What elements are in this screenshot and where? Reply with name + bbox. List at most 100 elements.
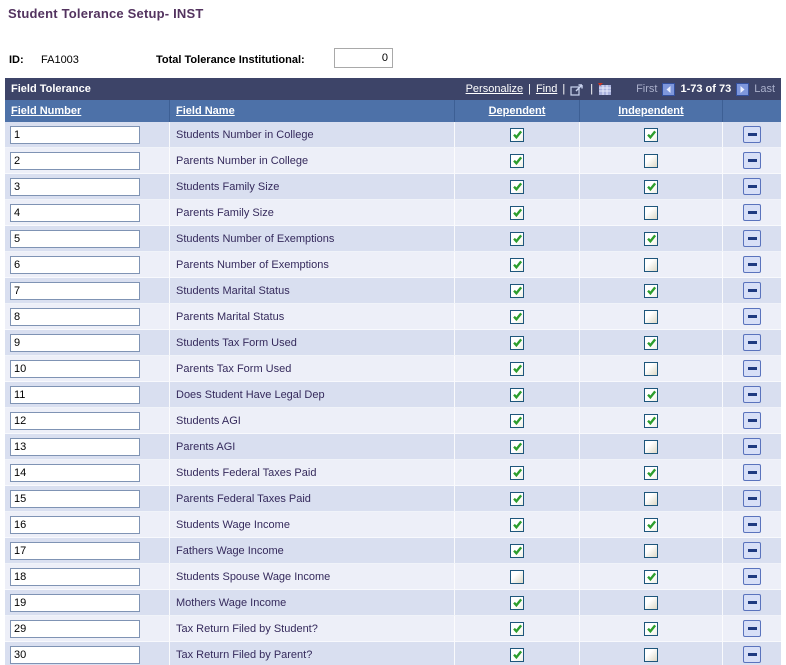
dependent-checkbox[interactable]: [510, 283, 524, 298]
download-grid-icon[interactable]: [598, 82, 612, 96]
delete-row-button[interactable]: [743, 516, 761, 533]
dependent-checkbox[interactable]: [510, 153, 524, 168]
dependent-checkbox[interactable]: [510, 309, 524, 324]
total-tolerance-input[interactable]: [334, 48, 393, 68]
field-name-cell: Students Number in College: [170, 122, 455, 148]
dependent-checkbox[interactable]: [510, 621, 524, 636]
field-name-cell: Students Marital Status: [170, 278, 455, 304]
field-number-input[interactable]: [10, 125, 140, 144]
field-number-input[interactable]: [10, 515, 140, 534]
next-row-set-icon[interactable]: [736, 82, 750, 96]
independent-sort-link[interactable]: Independent: [618, 105, 684, 117]
minus-icon: [747, 289, 757, 292]
field-number-input[interactable]: [10, 411, 140, 430]
dependent-checkbox[interactable]: [510, 439, 524, 454]
dependent-checkbox[interactable]: [510, 413, 524, 428]
field-name-cell: Parents Marital Status: [170, 304, 455, 330]
delete-row-button[interactable]: [743, 204, 761, 221]
independent-checkbox[interactable]: [644, 517, 658, 532]
delete-row-button[interactable]: [743, 230, 761, 247]
delete-row-button[interactable]: [743, 152, 761, 169]
field-number-input[interactable]: [10, 229, 140, 248]
independent-checkbox[interactable]: [644, 335, 658, 350]
delete-row-button[interactable]: [743, 646, 761, 663]
delete-row-button[interactable]: [743, 490, 761, 507]
delete-row-button[interactable]: [743, 334, 761, 351]
field-number-input[interactable]: [10, 333, 140, 352]
independent-checkbox[interactable]: [644, 413, 658, 428]
dependent-checkbox[interactable]: [510, 517, 524, 532]
prev-row-set-icon[interactable]: [662, 82, 676, 96]
delete-row-button[interactable]: [743, 282, 761, 299]
field-number-input[interactable]: [10, 307, 140, 326]
dependent-checkbox[interactable]: [510, 335, 524, 350]
independent-checkbox[interactable]: [644, 543, 658, 558]
find-link[interactable]: Find: [535, 83, 558, 95]
dependent-checkbox[interactable]: [510, 127, 524, 142]
dependent-sort-link[interactable]: Dependent: [488, 105, 546, 117]
independent-checkbox[interactable]: [644, 465, 658, 480]
delete-row-button[interactable]: [743, 412, 761, 429]
field-number-input[interactable]: [10, 151, 140, 170]
delete-row-button[interactable]: [743, 308, 761, 325]
independent-checkbox[interactable]: [644, 205, 658, 220]
dependent-checkbox[interactable]: [510, 595, 524, 610]
independent-checkbox[interactable]: [644, 621, 658, 636]
field-number-input[interactable]: [10, 255, 140, 274]
dependent-checkbox[interactable]: [510, 179, 524, 194]
independent-checkbox[interactable]: [644, 439, 658, 454]
actions-cell: [723, 564, 781, 590]
view-all-popup-icon[interactable]: [570, 83, 585, 96]
field-name-sort-link[interactable]: Field Name: [176, 105, 235, 117]
dependent-checkbox[interactable]: [510, 569, 524, 584]
independent-checkbox[interactable]: [644, 569, 658, 584]
field-number-input[interactable]: [10, 645, 140, 664]
delete-row-button[interactable]: [743, 126, 761, 143]
delete-row-button[interactable]: [743, 542, 761, 559]
independent-checkbox[interactable]: [644, 595, 658, 610]
delete-row-button[interactable]: [743, 620, 761, 637]
field-number-input[interactable]: [10, 619, 140, 638]
field-number-input[interactable]: [10, 281, 140, 300]
delete-row-button[interactable]: [743, 360, 761, 377]
field-number-input[interactable]: [10, 541, 140, 560]
dependent-checkbox[interactable]: [510, 491, 524, 506]
delete-row-button[interactable]: [743, 438, 761, 455]
dependent-checkbox[interactable]: [510, 257, 524, 272]
independent-checkbox[interactable]: [644, 257, 658, 272]
dependent-checkbox[interactable]: [510, 231, 524, 246]
field-number-input[interactable]: [10, 437, 140, 456]
field-number-input[interactable]: [10, 359, 140, 378]
field-number-input[interactable]: [10, 489, 140, 508]
delete-row-button[interactable]: [743, 256, 761, 273]
dependent-checkbox[interactable]: [510, 647, 524, 662]
independent-checkbox[interactable]: [644, 491, 658, 506]
independent-checkbox[interactable]: [644, 153, 658, 168]
delete-row-button[interactable]: [743, 464, 761, 481]
field-number-input[interactable]: [10, 593, 140, 612]
independent-checkbox[interactable]: [644, 127, 658, 142]
dependent-checkbox[interactable]: [510, 465, 524, 480]
dependent-checkbox[interactable]: [510, 361, 524, 376]
delete-row-button[interactable]: [743, 178, 761, 195]
delete-row-button[interactable]: [743, 568, 761, 585]
independent-checkbox[interactable]: [644, 361, 658, 376]
independent-checkbox[interactable]: [644, 283, 658, 298]
delete-row-button[interactable]: [743, 386, 761, 403]
dependent-checkbox[interactable]: [510, 543, 524, 558]
independent-checkbox[interactable]: [644, 387, 658, 402]
independent-checkbox[interactable]: [644, 231, 658, 246]
dependent-checkbox[interactable]: [510, 205, 524, 220]
independent-checkbox[interactable]: [644, 647, 658, 662]
dependent-checkbox[interactable]: [510, 387, 524, 402]
field-number-input[interactable]: [10, 567, 140, 586]
independent-checkbox[interactable]: [644, 179, 658, 194]
field-number-input[interactable]: [10, 463, 140, 482]
field-number-input[interactable]: [10, 385, 140, 404]
field-number-input[interactable]: [10, 177, 140, 196]
field-number-sort-link[interactable]: Field Number: [11, 105, 82, 117]
field-number-input[interactable]: [10, 203, 140, 222]
independent-checkbox[interactable]: [644, 309, 658, 324]
personalize-link[interactable]: Personalize: [465, 83, 524, 95]
delete-row-button[interactable]: [743, 594, 761, 611]
